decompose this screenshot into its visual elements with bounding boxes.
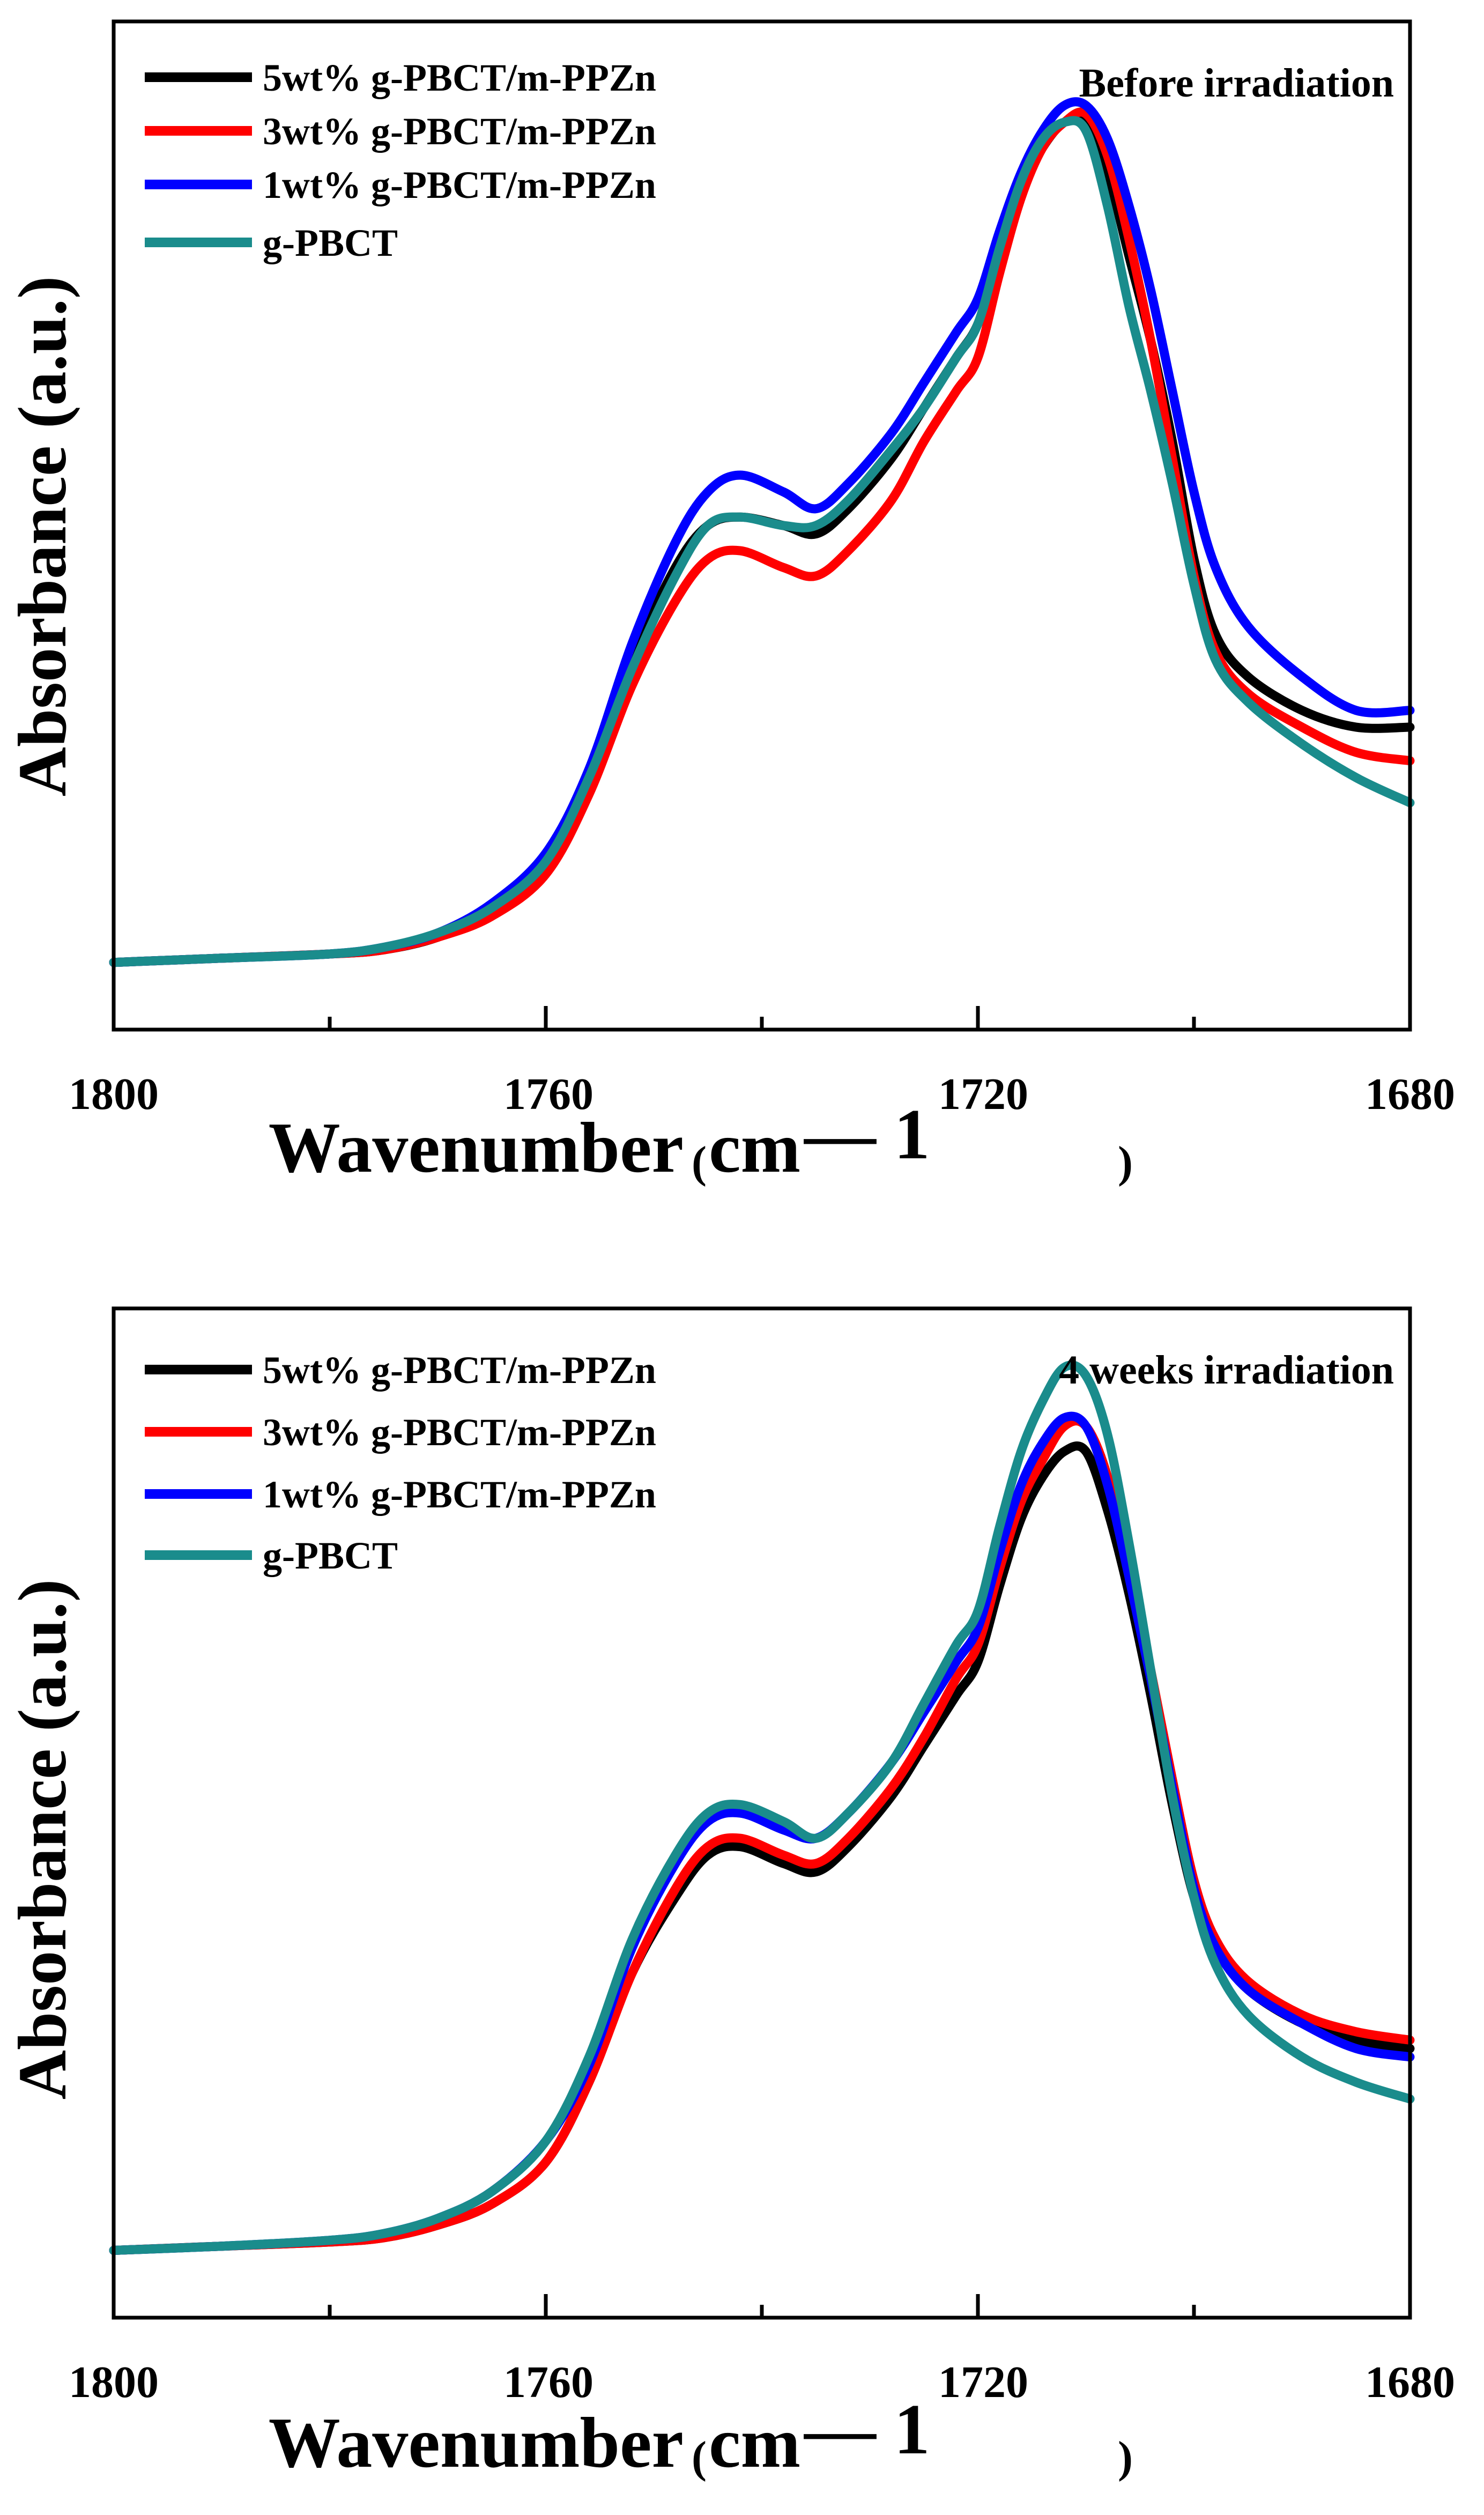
x-ticks <box>112 1006 1412 1030</box>
x-axis-label: Wavenumber <box>269 2403 684 2482</box>
x-unit-exponent: — 1 <box>804 2390 930 2469</box>
series-line-gpbct <box>109 1360 1415 2255</box>
x-unit-base: cm <box>709 2403 800 2482</box>
x-ticks <box>112 2294 1412 2318</box>
x-unit-exponent: — 1 <box>804 1094 930 1174</box>
x-tick-label-1760: 1760 <box>503 1069 593 1119</box>
x-unit-close-paren: ) <box>1118 1137 1133 1187</box>
x-unit-open-paren: ( <box>692 1137 707 1187</box>
condition-annotation: 4 weeks irradiation <box>1059 1348 1394 1393</box>
x-tick-label-1680: 1680 <box>1365 1069 1455 1119</box>
x-tick-label-1720: 1720 <box>938 1069 1028 1119</box>
x-tick-label-1800: 1800 <box>69 1069 159 1119</box>
x-axis-label: Wavenumber <box>269 1108 684 1187</box>
series-line-gpbct <box>109 116 1415 967</box>
series-layer <box>109 97 1415 967</box>
x-axis-title: Wavenumber ( cm — 1 ) <box>269 2390 1133 2482</box>
legend-label-3wt: 3wt% g-PBCT/m-PPZn <box>263 1411 656 1454</box>
legend-label-gpbct: g-PBCT <box>263 221 398 264</box>
series-layer <box>109 1360 1415 2255</box>
y-axis-label: Absorbance (a.u.) <box>4 276 80 797</box>
chart-before-irradiation: 5wt% g-PBCT/m-PPZn 3wt% g-PBCT/m-PPZn 1w… <box>4 19 1455 1187</box>
x-unit-close-paren: ) <box>1118 2432 1133 2482</box>
legend-label-5wt: 5wt% g-PBCT/m-PPZn <box>263 56 656 99</box>
legend-label-1wt: 1wt% g-PBCT/m-PPZn <box>263 1473 656 1516</box>
x-unit-base: cm <box>709 1108 800 1187</box>
x-unit-open-paren: ( <box>692 2432 707 2482</box>
x-tick-label-1800: 1800 <box>69 2357 159 2407</box>
legend-label-5wt: 5wt% g-PBCT/m-PPZn <box>263 1349 656 1392</box>
legend-label-3wt: 3wt% g-PBCT/m-PPZn <box>263 110 656 153</box>
x-tick-label-1680: 1680 <box>1365 2357 1455 2407</box>
legend-label-1wt: 1wt% g-PBCT/m-PPZn <box>263 164 656 206</box>
x-tick-label-1760: 1760 <box>503 2357 593 2407</box>
legend: 5wt% g-PBCT/m-PPZn 3wt% g-PBCT/m-PPZn 1w… <box>145 56 656 264</box>
y-axis-label: Absorbance (a.u.) <box>4 1579 80 2100</box>
x-axis-title: Wavenumber ( cm — 1 ) <box>269 1094 1133 1187</box>
condition-annotation: Before irradiation <box>1079 61 1394 106</box>
legend: 5wt% g-PBCT/m-PPZn 3wt% g-PBCT/m-PPZn 1w… <box>145 1349 656 1577</box>
x-tick-label-1720: 1720 <box>938 2357 1028 2407</box>
legend-label-gpbct: g-PBCT <box>263 1534 398 1577</box>
chart-4-weeks-irradiation: 5wt% g-PBCT/m-PPZn 3wt% g-PBCT/m-PPZn 1w… <box>4 1306 1455 2482</box>
